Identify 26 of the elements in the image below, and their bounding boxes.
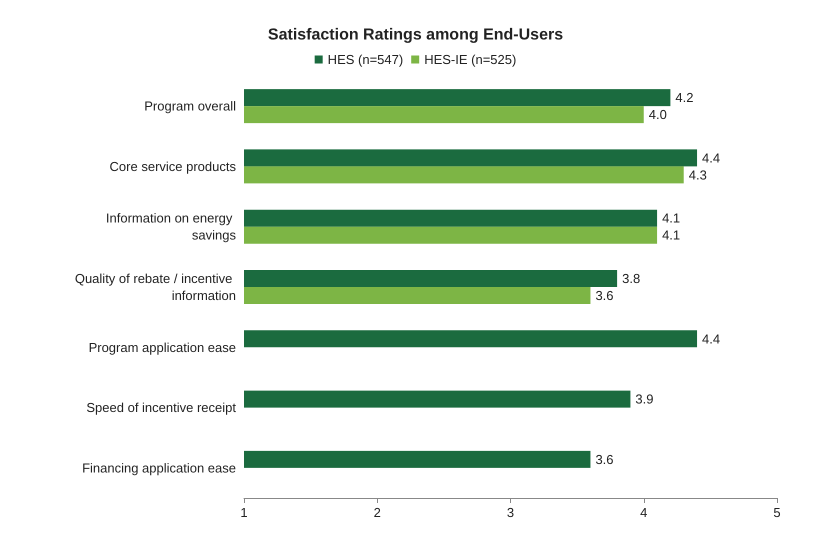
y-tick-label: Information on energy savings: [106, 210, 236, 243]
y-tick-label: Program overall: [144, 98, 236, 114]
data-label: 4.2: [675, 90, 694, 106]
data-label: 3.8: [622, 271, 640, 286]
legend-label: HES-IE (n=525): [424, 52, 516, 67]
x-tick-label: 3: [506, 505, 514, 520]
data-label: 4.3: [688, 167, 707, 182]
data-label: 4.1: [662, 228, 680, 243]
legend-label: HES (n=547): [328, 52, 404, 67]
x-tick-label: 1: [240, 505, 248, 520]
data-label: 4.4: [702, 331, 720, 346]
x-tick-label: 5: [773, 505, 781, 520]
data-label: 4.0: [648, 107, 667, 122]
y-tick-label: Financing application ease: [82, 460, 236, 476]
data-label: 4.1: [662, 210, 680, 226]
x-tick-label: 4: [640, 505, 648, 520]
y-tick-label: Core service products: [110, 158, 236, 174]
y-tick-label: Speed of incentive receipt: [86, 400, 236, 416]
data-label: 3.6: [595, 288, 614, 303]
data-label: 4.4: [702, 150, 720, 166]
y-tick-label: Quality of rebate / incentive information: [74, 271, 236, 303]
x-tick-label: 2: [374, 505, 381, 520]
y-tick-label: Program application ease: [88, 340, 236, 355]
data-label: 3.6: [595, 452, 614, 467]
data-label: 3.9: [635, 392, 654, 407]
chart-title: Satisfaction Ratings among End-Users: [268, 26, 564, 44]
